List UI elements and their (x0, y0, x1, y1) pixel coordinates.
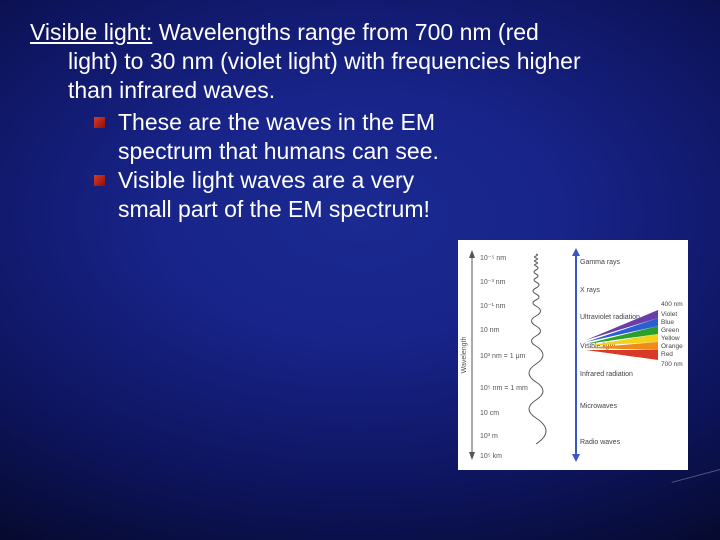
wavelength-ticks: 10⁻⁵ nm 10⁻³ nm 10⁻¹ nm 10 nm 10³ nm = 1… (480, 255, 528, 460)
slide: Visible light: Wavelengths range from 70… (0, 0, 720, 540)
intro-rest-1: Wavelengths range from 700 nm (red (152, 19, 539, 45)
intro-term: Visible light: (30, 19, 152, 45)
tick-label: 10³ nm = 1 μm (480, 353, 526, 360)
tick-label: 10⁻¹ nm (480, 303, 506, 310)
center-arrow-head-down (572, 454, 580, 462)
axis-arrow-down (469, 452, 475, 460)
prism-color-label: Orange (661, 343, 683, 350)
prism-color-label: Violet (661, 311, 677, 318)
bullet-list: These are the waves in the EM spectrum t… (30, 108, 464, 223)
prism-color-label: Green (661, 327, 679, 334)
band-label: Microwaves (580, 403, 617, 410)
bullet-item: These are the waves in the EM spectrum t… (94, 108, 464, 166)
tick-label: 10³ m (480, 433, 498, 440)
em-spectrum-diagram: Wavelength 10⁻⁵ nm 10⁻³ nm 10⁻¹ nm 10 nm… (458, 240, 688, 470)
band-label: X rays (580, 287, 600, 294)
visible-prism: 400 nm Violet Blue Green Yellow Orange R… (586, 301, 683, 368)
bullet-item: Visible light waves are a very small par… (94, 166, 464, 224)
tick-label: 10 nm (480, 327, 500, 334)
prism-color-label: Yellow (661, 335, 680, 342)
tick-label: 10⁵ km (480, 453, 502, 460)
tick-label: 10 cm (480, 410, 499, 417)
axis-label: Wavelength (461, 337, 468, 374)
band-label: Gamma rays (580, 259, 621, 266)
tick-label: 10⁻³ nm (480, 279, 506, 286)
band-label: Ultraviolet radiation (580, 314, 640, 321)
axis-arrow-up (469, 250, 475, 258)
decorative-corner-line (672, 469, 720, 483)
intro-line-3: than infrared waves. (30, 76, 690, 105)
bullet-text: These are the waves in the EM spectrum t… (118, 109, 439, 164)
prism-color-label: Red (661, 351, 673, 358)
prism-color-label: Blue (661, 319, 674, 326)
center-arrow-head-up (572, 248, 580, 256)
prism-top-nm: 400 nm (661, 301, 683, 308)
prism-red (586, 350, 658, 360)
tick-label: 10⁵ nm = 1 mm (480, 385, 528, 392)
spectrum-svg: Wavelength 10⁻⁵ nm 10⁻³ nm 10⁻¹ nm 10 nm… (458, 240, 688, 470)
intro-paragraph: Visible light: Wavelengths range from 70… (30, 18, 690, 104)
intro-line-2: light) to 30 nm (violet light) with freq… (30, 47, 690, 76)
wave-path (529, 254, 546, 444)
bullet-text: Visible light waves are a very small par… (118, 167, 430, 222)
band-label: Radio waves (580, 439, 621, 446)
tick-label: 10⁻⁵ nm (480, 255, 506, 262)
band-label: Infrared radiation (580, 371, 633, 378)
prism-bottom-nm: 700 nm (661, 361, 683, 368)
